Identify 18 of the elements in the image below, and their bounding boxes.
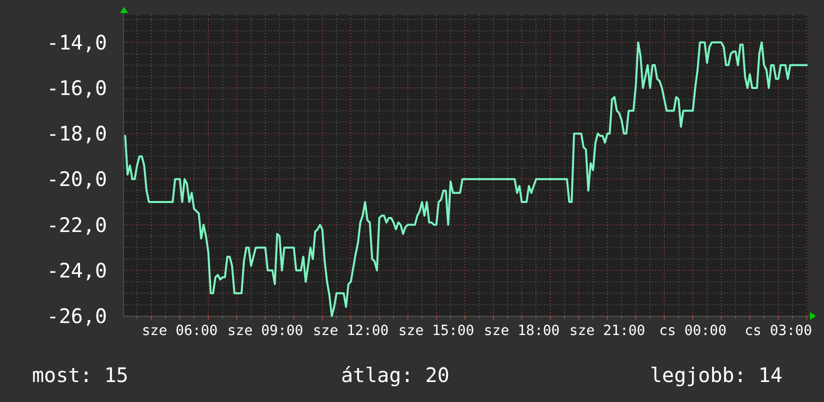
- y-tick-label: -24,0: [46, 258, 107, 282]
- y-tick-label: -20,0: [46, 167, 107, 192]
- y-tick-label: -14,0: [46, 30, 107, 54]
- text: most: 15: [32, 363, 128, 387]
- x-tick-label: cs 00:00: [659, 323, 727, 339]
- x-tick-label: cs 03:00: [744, 323, 812, 339]
- x-tick-label: sze 12:00: [312, 323, 389, 339]
- x-tick-label: sze 15:00: [398, 323, 474, 339]
- y-tick-label: -16,0: [46, 76, 107, 100]
- y-tick-label: -18,0: [46, 122, 107, 146]
- y-tick-label: -26,0: [46, 304, 107, 328]
- x-tick-label: sze 06:00: [142, 323, 218, 339]
- y-tick-label: -22,0: [46, 212, 107, 237]
- text: legjobb: 14: [650, 363, 782, 387]
- x-tick-label: sze 21:00: [569, 323, 646, 339]
- x-tick-label: sze 09:00: [227, 323, 304, 339]
- x-tick-label: sze 18:00: [484, 323, 560, 339]
- text: átlag: 20: [341, 363, 450, 387]
